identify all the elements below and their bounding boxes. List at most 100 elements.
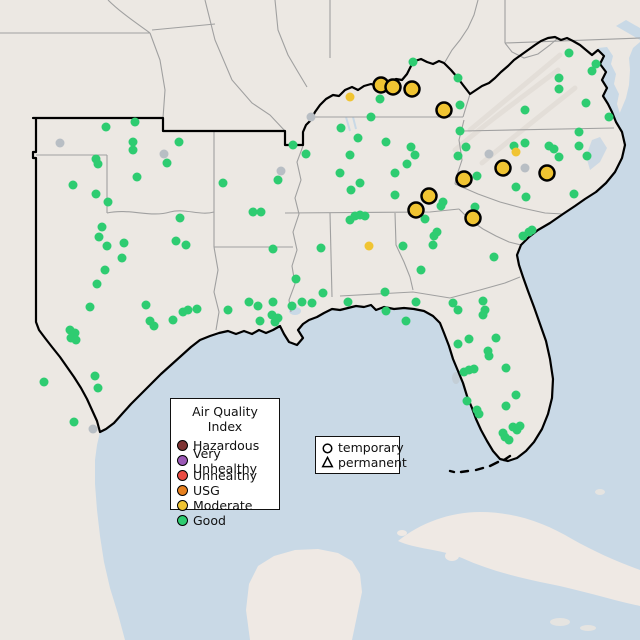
marker-group-missing-small [55,112,530,434]
station-marker-moderate-large [403,80,421,98]
station-marker-good-small [93,159,103,169]
station-marker-good-small [554,152,564,162]
aqi-swatch-icon [177,485,188,496]
station-marker-good-small [130,117,140,127]
station-marker-good-small [478,296,488,306]
yucatan-island [397,530,407,536]
station-marker-good-small [406,142,416,152]
station-marker-good-small [100,265,110,275]
kentucky-lake [345,116,357,132]
station-marker-good-small [253,301,263,311]
station-marker-good-small [498,428,508,438]
aqi-swatch-icon [177,515,188,526]
cuba-island [398,512,640,606]
station-marker-good-small [411,297,421,307]
station-marker-good-small [554,73,564,83]
station-marker-good-small [429,231,439,241]
aqi-legend-row-very-unhealthy: Very Unhealthy [177,446,273,476]
aqi-legend-label: Moderate [193,498,253,513]
station-marker-missing-small [520,163,530,173]
tampa-bay [452,372,460,384]
station-marker-good-small [128,137,138,147]
station-marker-good-small [511,390,521,400]
station-marker-good-small [484,351,494,361]
station-marker-good-small [256,207,266,217]
station-marker-good-small [478,310,488,320]
aqi-legend-row-good: Good [177,513,273,528]
station-marker-missing-small [159,149,169,159]
station-marker-missing-small [88,424,98,434]
station-marker-good-small [248,207,258,217]
station-marker-good-small [390,168,400,178]
delaware-bay-water [616,20,640,40]
station-marker-good-small [554,84,564,94]
station-marker-good-small [141,300,151,310]
station-marker-good-small [574,141,584,151]
station-marker-good-small [410,150,420,160]
station-marker-good-small [564,48,574,58]
station-marker-good-small [345,150,355,160]
station-marker-good-small [355,178,365,188]
station-marker-good-small [587,66,597,76]
station-marker-good-small [335,168,345,178]
station-marker-good-small [102,241,112,251]
station-marker-good-small [91,189,101,199]
station-marker-good-small [416,265,426,275]
station-marker-moderate-large [538,164,556,182]
aqi-legend-label: Hazardous [193,438,260,453]
station-marker-good-small [581,98,591,108]
station-marker-good-small [501,401,511,411]
station-marker-moderate-large [420,187,438,205]
station-marker-good-small [181,240,191,250]
station-marker-good-small [101,122,111,132]
station-marker-good-small [301,149,311,159]
station-marker-good-small [307,298,317,308]
station-marker-good-small [375,94,385,104]
station-marker-missing-small [484,149,494,159]
station-marker-good-small [270,317,280,327]
station-marker-good-small [268,297,278,307]
station-marker-good-small [336,123,346,133]
bahama-island-3 [580,625,596,631]
station-marker-good-small [504,435,514,445]
yucatan-peninsula [246,549,362,640]
aqi-legend-label: Unhealthy [193,468,258,483]
station-marker-good-small [428,240,438,250]
station-marker-good-small [218,178,228,188]
bahama-island [595,489,605,495]
station-marker-good-small [472,171,482,181]
station-marker-good-small [462,396,472,406]
station-marker-good-small [461,142,471,152]
station-marker-good-small [316,243,326,253]
station-marker-good-small [268,244,278,254]
aqi-legend: Air Quality Index Hazardous Very Unhealth… [170,398,280,528]
station-marker-moderate-small [345,92,355,102]
florida-keys [448,454,512,474]
station-marker-good-small [520,138,530,148]
symbol-legend-row-permanent: permanent [321,455,407,470]
aqi-legend-title: Air Quality Index [192,404,258,434]
station-marker-good-small [149,321,159,331]
aqi-legend-label: USG [193,483,220,498]
marker-group-good-small [39,48,614,445]
station-marker-good-small [85,302,95,312]
station-marker-good-small [273,175,283,185]
station-marker-good-small [491,333,501,343]
station-marker-good-small [453,305,463,315]
station-marker-good-small [360,211,370,221]
station-marker-good-small [398,241,408,251]
station-marker-good-small [569,189,579,199]
station-marker-good-small [455,126,465,136]
station-marker-good-small [92,279,102,289]
station-marker-good-small [511,182,521,192]
station-marker-moderate-large [435,101,453,119]
station-marker-good-small [402,159,412,169]
station-marker-good-small [366,112,376,122]
station-marker-moderate-large [494,159,512,177]
bahama-island-2 [550,618,570,626]
marker-group-moderate-small [345,92,521,251]
station-marker-good-small [119,238,129,248]
station-marker-good-small [93,383,103,393]
